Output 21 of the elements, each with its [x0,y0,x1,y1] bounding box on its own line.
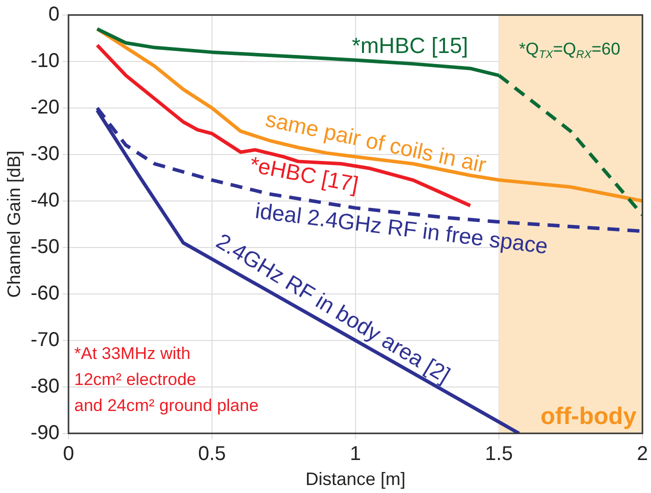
y-tick-label: -40 [30,189,60,212]
y-tick-label: -50 [30,236,60,258]
y-tick-label: -80 [30,375,60,398]
y-tick-label: 0 [48,4,60,26]
x-tick-label: 1.5 [485,442,513,465]
text: *eHBC [17] [248,152,360,198]
x-tick-label: 0.5 [198,442,226,465]
y-axis-title: Channel Gain [dB] [4,150,24,298]
x-tick-label: 0 [62,442,74,465]
y-tick-label: -90 [30,422,60,444]
series-label: *mHBC [15] [352,33,468,58]
x-tick-label: 2 [636,442,648,465]
band-label: off-body [540,403,638,430]
y-tick-label: -70 [30,328,60,351]
y-tick-label: -10 [30,50,60,72]
x-axis-title: Distance [m] [305,469,406,490]
y-tick-label: -30 [30,142,60,165]
y-tick-label: -20 [30,96,60,118]
y-tick-label: -60 [30,282,60,304]
annotation: *At 33MHz with 12cm² electrode and 24cm² ground plane [74,344,259,416]
x-tick-label: 1 [350,442,362,465]
